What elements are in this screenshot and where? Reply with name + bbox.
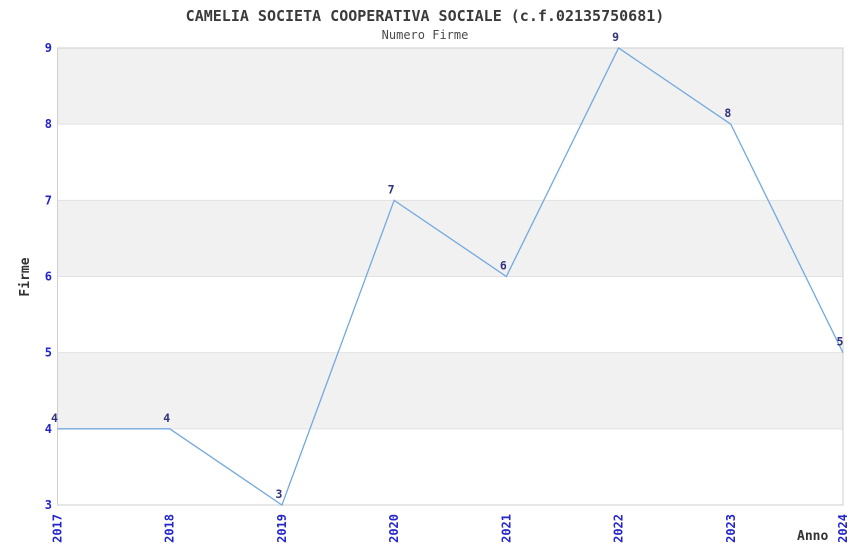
y-tick-label: 9 — [45, 41, 52, 55]
chart-subtitle: Numero Firme — [381, 28, 469, 42]
x-tick-label: 2023 — [724, 514, 738, 543]
y-tick-label: 4 — [45, 422, 52, 436]
data-point-label: 6 — [500, 259, 507, 273]
x-tick-label: 2018 — [163, 514, 177, 543]
y-axis-label: Firme — [18, 257, 33, 297]
x-tick-label: 2021 — [499, 514, 513, 543]
data-point-label: 9 — [612, 30, 619, 44]
data-point-label: 5 — [837, 335, 844, 349]
data-point-label: 4 — [51, 411, 58, 425]
data-line — [57, 47, 844, 507]
data-point-label: 3 — [275, 487, 282, 501]
y-tick-label: 5 — [45, 346, 52, 360]
data-point-label: 4 — [163, 411, 170, 425]
x-tick-label: 2024 — [836, 514, 850, 543]
x-tick-label: 2019 — [275, 514, 289, 543]
data-point-label: 8 — [724, 106, 731, 120]
y-tick-label: 8 — [45, 117, 52, 131]
grid-band — [57, 352, 843, 429]
plot-border — [57, 47, 844, 506]
chart-title: CAMELIA SOCIETA COOPERATIVA SOCIALE (c.f… — [185, 7, 665, 25]
x-tick-label: 2020 — [387, 514, 401, 543]
y-tick-label: 3 — [45, 498, 52, 512]
y-tick-label: 6 — [45, 270, 52, 284]
data-point-label: 7 — [388, 182, 395, 196]
y-tick-label: 7 — [45, 193, 52, 207]
x-tick-label: 2022 — [612, 514, 626, 543]
x-axis-label: Anno — [797, 529, 829, 544]
x-tick-label: 2017 — [51, 514, 65, 543]
